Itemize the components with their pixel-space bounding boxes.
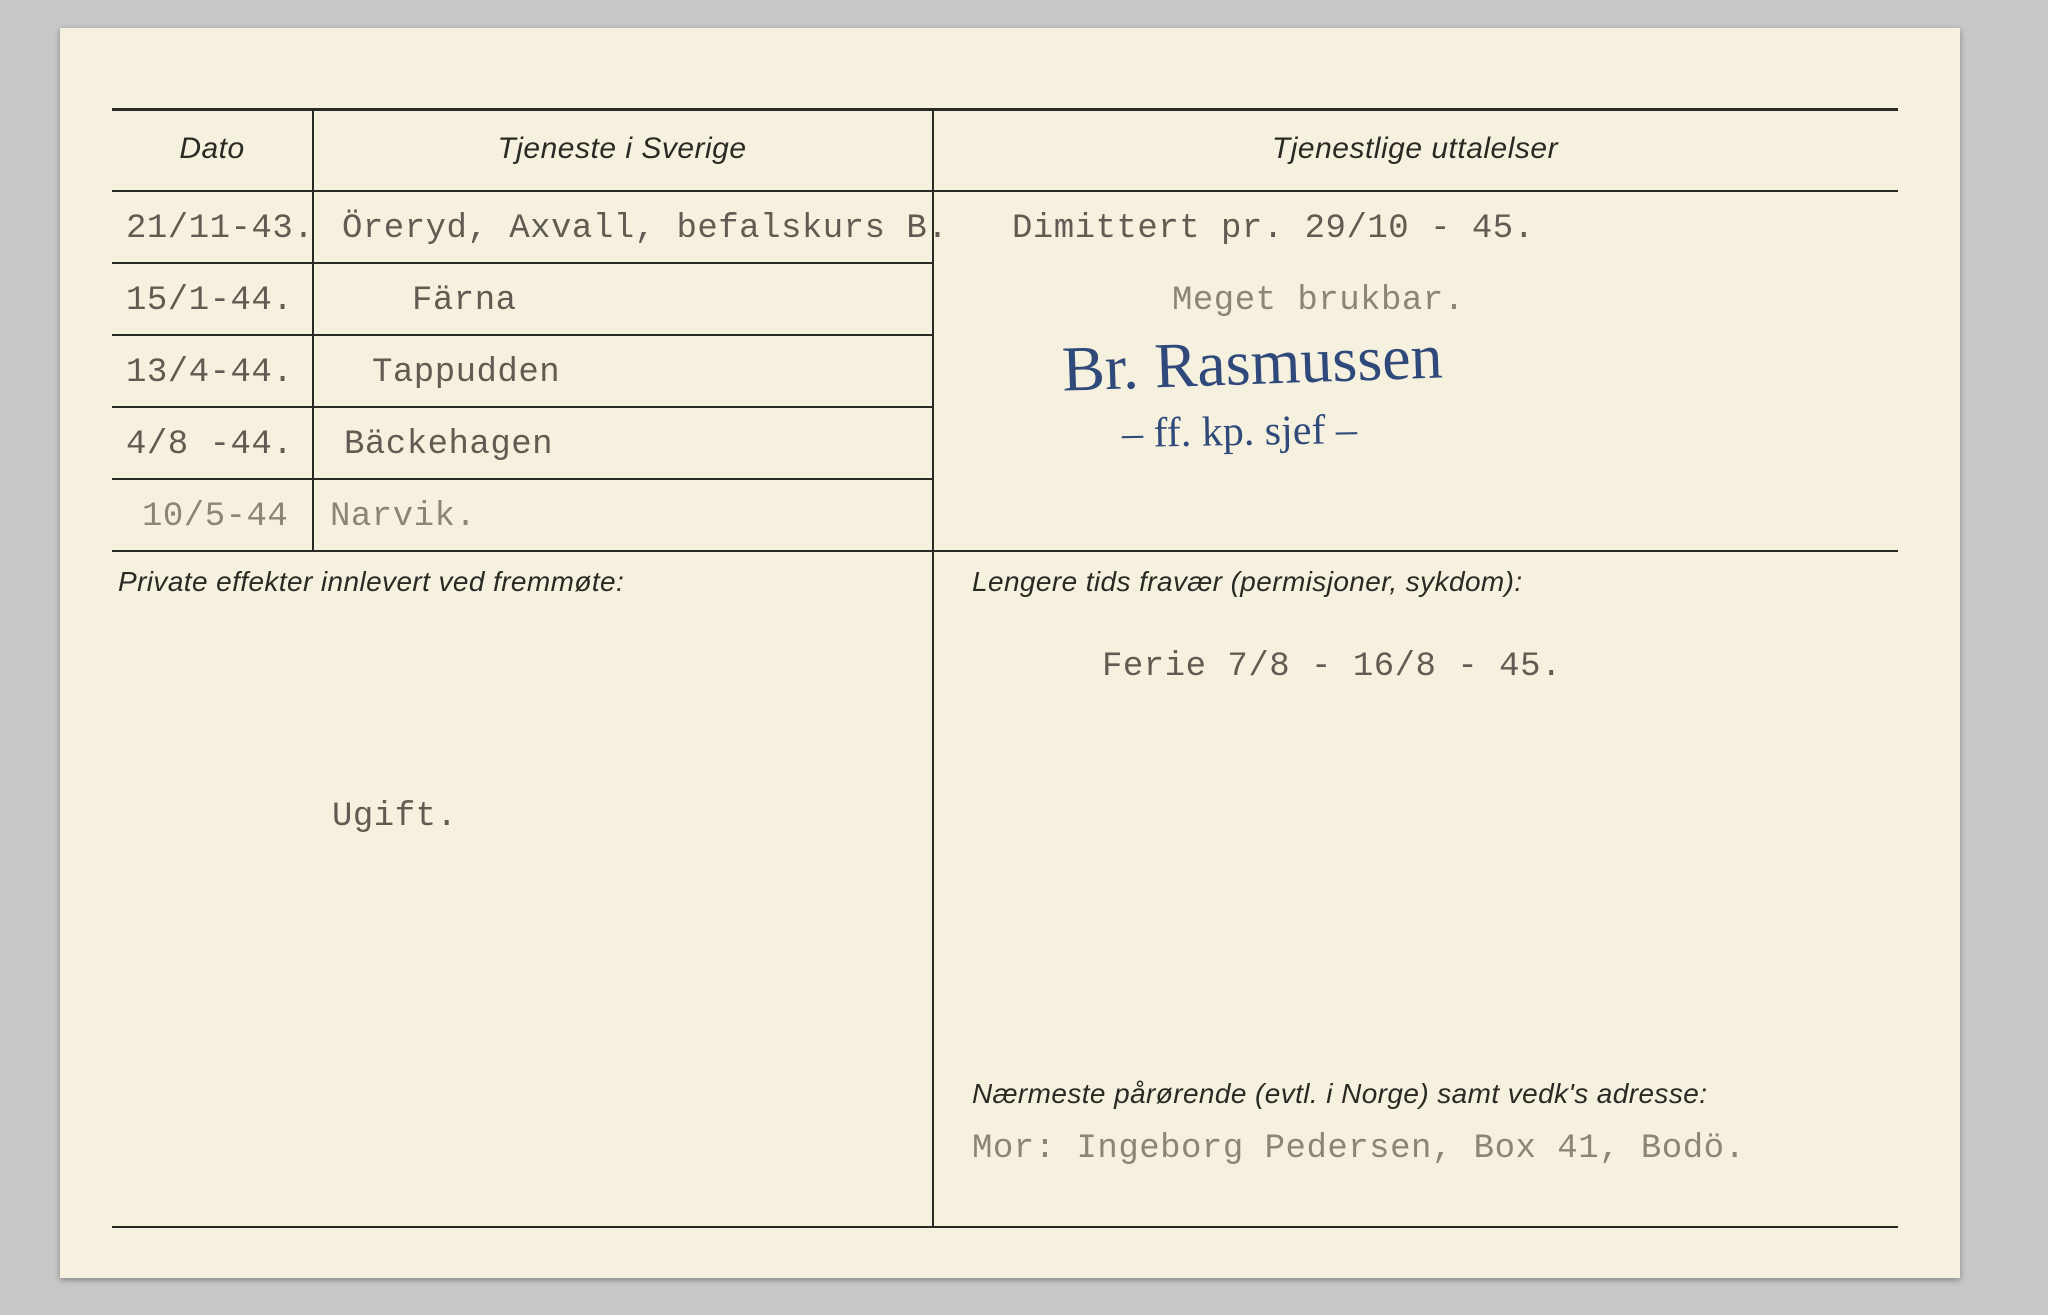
hline-bottom xyxy=(112,1226,1898,1228)
row-tjeneste-4: Narvik. xyxy=(330,498,476,536)
row-tjeneste-2: Tappudden xyxy=(372,354,560,392)
header-tjeneste: Tjeneste i Sverige xyxy=(312,108,932,190)
row-tjeneste-0: Öreryd, Axvall, befalskurs B. xyxy=(342,210,948,248)
label-private-effekter: Private effekter innlevert ved fremmøte: xyxy=(118,566,624,598)
signature: Br. Rasmussen xyxy=(1061,319,1444,406)
hline-mid xyxy=(112,550,1898,552)
uttalelser-line2: Meget brukbar. xyxy=(1172,282,1465,320)
row-dato-4: 10/5-44 xyxy=(142,498,288,536)
uttalelser-line1: Dimittert pr. 29/10 - 45. xyxy=(1012,210,1535,248)
hline-header xyxy=(112,190,1898,192)
index-card: Dato Tjeneste i Sverige Tjenestlige utta… xyxy=(60,28,1960,1278)
label-kin: Nærmeste pårørende (evtl. i Norge) samt … xyxy=(972,1078,1707,1110)
row-dato-2: 13/4-44. xyxy=(126,354,293,392)
fravaer-body: Ferie 7/8 - 16/8 - 45. xyxy=(1102,648,1562,686)
row-rule-2 xyxy=(112,334,932,336)
row-rule-4 xyxy=(112,478,932,480)
row-dato-0: 21/11-43. xyxy=(126,210,314,248)
row-rule-3 xyxy=(112,406,932,408)
vline-1 xyxy=(312,108,314,550)
row-tjeneste-3: Bäckehagen xyxy=(344,426,553,464)
row-tjeneste-1: Färna xyxy=(412,282,517,320)
header-row: Dato Tjeneste i Sverige Tjenestlige utta… xyxy=(112,108,1898,190)
form-area: Dato Tjeneste i Sverige Tjenestlige utta… xyxy=(112,108,1898,1228)
header-uttalelser: Tjenestlige uttalelser xyxy=(932,108,1898,190)
vline-2 xyxy=(932,108,934,550)
row-dato-1: 15/1-44. xyxy=(126,282,293,320)
row-rule-1 xyxy=(112,262,932,264)
signature-sub: – ff. kp. sjef – xyxy=(1122,406,1358,458)
label-fravaer: Lengere tids fravær (permisjoner, sykdom… xyxy=(972,566,1523,598)
row-dato-3: 4/8 -44. xyxy=(126,426,293,464)
vline-lower xyxy=(932,550,934,1228)
kin-body: Mor: Ingeborg Pedersen, Box 41, Bodö. xyxy=(972,1130,1745,1168)
private-effekter-body: Ugift. xyxy=(332,798,457,836)
header-dato: Dato xyxy=(112,108,312,190)
